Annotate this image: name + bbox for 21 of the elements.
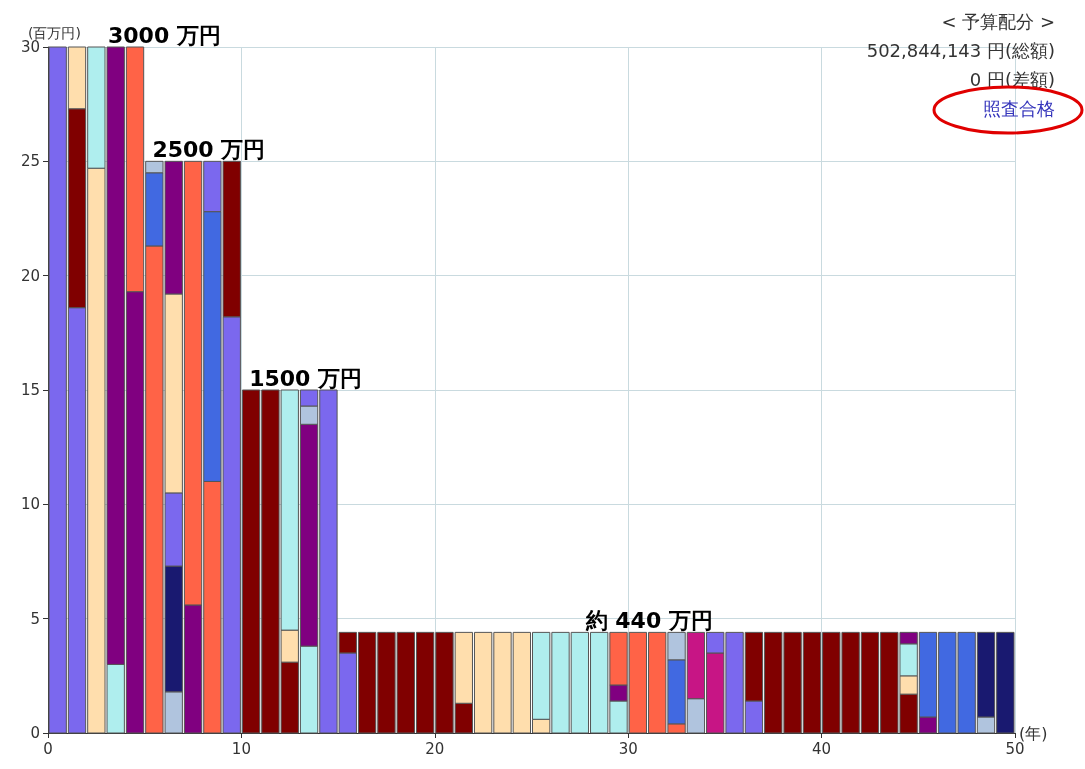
x-tick-label: 40 (812, 739, 832, 758)
y-tick-label: 15 (20, 381, 40, 399)
y-tick-label: 20 (20, 266, 40, 285)
x-tick-label: 30 (618, 739, 638, 758)
x-tick-label: 20 (425, 739, 445, 758)
y-tick-label: 10 (20, 495, 40, 514)
y-axis-title: (百万円) (28, 24, 81, 41)
annotation: 照査合格 (983, 97, 1055, 119)
y-tick-label: 25 (20, 152, 40, 171)
y-tick-label: 30 (20, 38, 40, 56)
annotation: 502,844,143 円(総額) (866, 39, 1055, 61)
x-tick-label: 0 (43, 739, 53, 758)
annotation: 約 440 万円 (584, 607, 713, 633)
annotation: 2500 万円 (152, 136, 266, 162)
annotation: 3000 万円 (107, 22, 221, 48)
y-tick-label: 5 (30, 609, 40, 628)
text: < 予算配分 > (941, 10, 1055, 32)
x-axis-title: (年) (1019, 723, 1048, 743)
y-tick-label: 0 (30, 724, 40, 742)
x-tick-label: 10 (231, 739, 251, 758)
annotation: 1500 万円 (249, 365, 363, 391)
